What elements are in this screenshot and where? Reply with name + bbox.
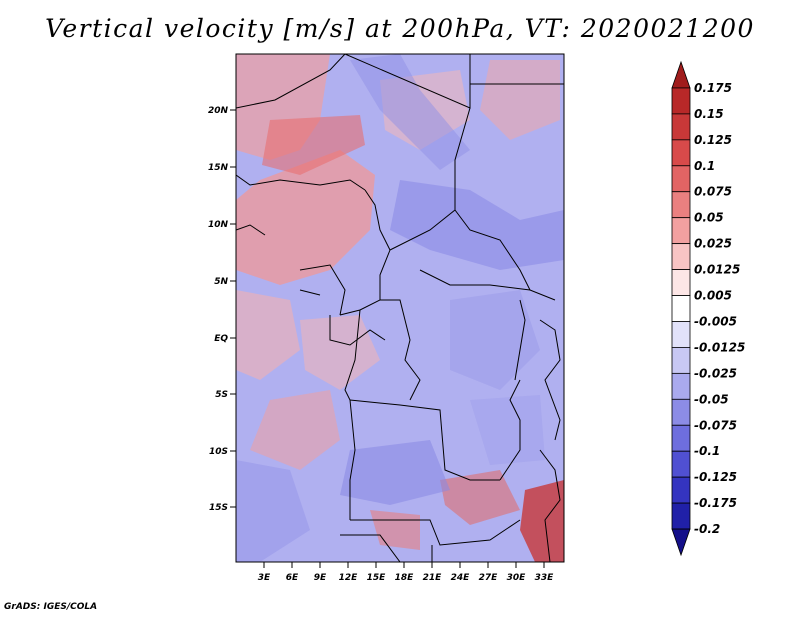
- lon-label-30e: 30E: [507, 573, 527, 583]
- colorbar-band: [671, 321, 691, 348]
- colorbar-level-label: 0.1: [694, 159, 715, 173]
- colorbar: 0.175 0.15 0.125 0.1 0.075 0.05 0.025 0.0125 0.0…: [671, 60, 745, 557]
- longitude-axis: 3E 6E 9E 12E 15E 18E 21E 24E 27E 30E 33E: [258, 562, 554, 583]
- lon-label-9e: 9E: [314, 573, 327, 583]
- colorbar-level-label: 0.025: [694, 237, 732, 251]
- colorbar-level-label: -0.0125: [694, 340, 745, 354]
- colorbar-level-label: -0.075: [694, 418, 737, 432]
- latitude-axis: 20N 15N 10N 5N EQ 5S 10S 15S: [208, 106, 236, 513]
- lat-label-10n: 10N: [208, 220, 229, 230]
- colorbar-level-label: 0.125: [694, 133, 732, 147]
- lon-label-18e: 18E: [395, 573, 415, 583]
- lon-label-24e: 24E: [451, 573, 471, 583]
- colorbar-level-label: -0.005: [694, 314, 737, 328]
- lon-label-6e: 6E: [286, 573, 299, 583]
- colorbar-level-label: -0.2: [694, 522, 720, 536]
- colorbar-band: [671, 217, 691, 245]
- lat-label-10s: 10S: [209, 447, 228, 457]
- colorbar-band: [671, 243, 691, 270]
- colorbar-band: [671, 165, 691, 193]
- map-panel: [236, 54, 564, 562]
- colorbar-band: [671, 450, 691, 478]
- lat-label-5s: 5S: [215, 390, 228, 400]
- country-borders: [236, 54, 564, 562]
- lon-label-15e: 15E: [367, 573, 387, 583]
- colorbar-band: [671, 60, 691, 89]
- colorbar-level-label: -0.05: [694, 392, 729, 406]
- colorbar-band: [671, 476, 691, 504]
- colorbar-level-label: 0.005: [694, 289, 732, 303]
- lat-label-15n: 15N: [208, 163, 229, 173]
- colorbar-band: [671, 424, 691, 452]
- lat-label-15s: 15S: [209, 503, 228, 513]
- colorbar-level-label: -0.025: [694, 366, 737, 380]
- colorbar-band: [671, 398, 691, 426]
- colorbar-level-label: 0.075: [694, 185, 732, 199]
- colorbar-band: [671, 191, 691, 219]
- lon-label-27e: 27E: [479, 573, 499, 583]
- colorbar-level-label: -0.125: [694, 470, 737, 484]
- map-frame: [235, 53, 565, 563]
- colorbar-level-label: -0.175: [694, 496, 737, 510]
- colorbar-level-label: 0.15: [694, 107, 724, 121]
- colorbar-level-label: 0.0125: [694, 263, 740, 277]
- colorbar-band: [671, 372, 691, 400]
- lon-label-12e: 12E: [339, 573, 359, 583]
- chart-title: Vertical velocity [m/s] at 200hPa, VT: 2…: [45, 14, 755, 43]
- lat-label-20n: 20N: [208, 106, 229, 116]
- colorbar-band: [671, 295, 691, 322]
- colorbar-band: [671, 502, 691, 530]
- lon-label-3e: 3E: [258, 573, 271, 583]
- colorbar-level-label: 0.175: [694, 81, 732, 95]
- colorbar-band: [671, 139, 691, 167]
- colorbar-band: [671, 269, 691, 296]
- lon-label-21e: 21E: [423, 573, 443, 583]
- lat-label-5n: 5N: [214, 277, 228, 287]
- lon-label-33e: 33E: [535, 573, 555, 583]
- colorbar-level-label: -0.1: [694, 444, 720, 458]
- colorbar-band: [671, 347, 691, 374]
- colorbar-band: [671, 528, 691, 557]
- colorbar-level-label: 0.05: [694, 211, 724, 225]
- colorbar-band: [671, 87, 691, 115]
- lat-label-eq: EQ: [214, 334, 228, 344]
- grads-credit: GrADS: IGES/COLA: [4, 602, 98, 612]
- colorbar-band: [671, 113, 691, 141]
